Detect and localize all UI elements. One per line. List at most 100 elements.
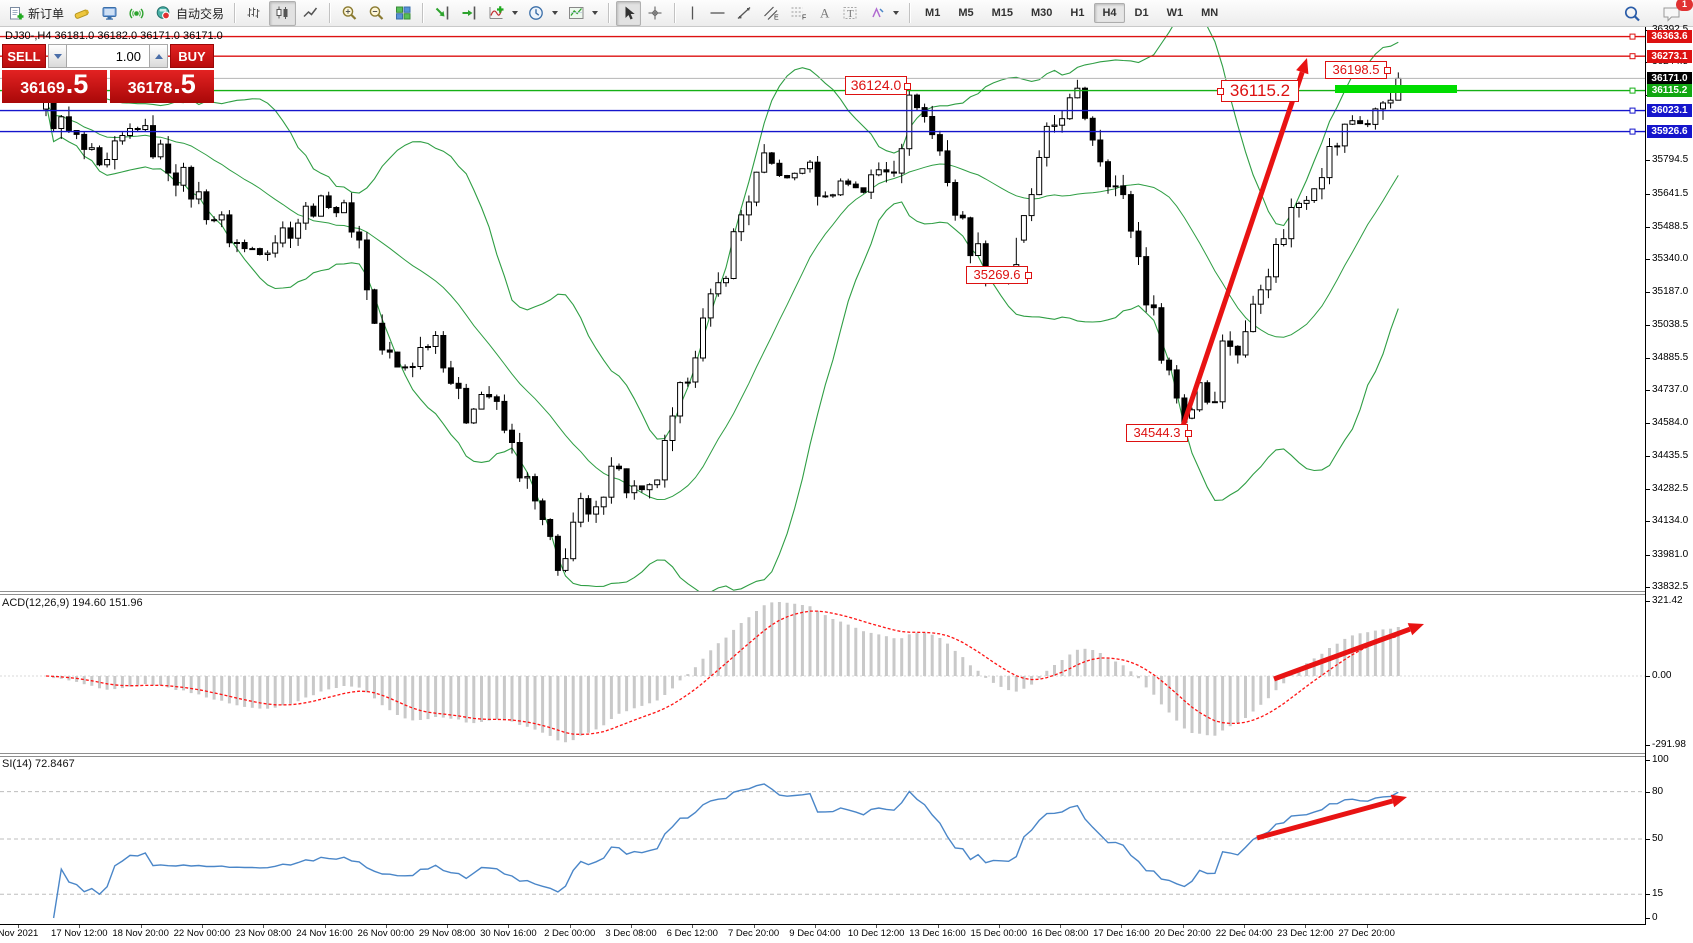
time-label: 7 Dec 20:00: [727, 928, 780, 939]
bar-chart-icon: [246, 5, 263, 21]
price-tick: 35340.0: [1652, 253, 1689, 265]
price-badge-36273.1: 36273.1: [1647, 49, 1692, 63]
fibonacci-button[interactable]: F: [786, 2, 811, 25]
timeframe-M1[interactable]: M1: [925, 7, 941, 19]
svg-text:E: E: [774, 15, 779, 22]
chart-shift-button[interactable]: [457, 2, 482, 25]
timeframe-H1[interactable]: H1: [1070, 7, 1085, 19]
price-tick: 34584.0: [1652, 417, 1689, 429]
main-chart[interactable]: [0, 27, 1645, 592]
candlestick-chart-button[interactable]: [269, 0, 297, 26]
macd-panel[interactable]: [0, 595, 1645, 753]
price-tick: 35794.5: [1652, 154, 1689, 166]
price-axis: 36392.536244.536096.035794.535641.535488…: [1645, 24, 1693, 925]
volume-decrease-button[interactable]: [48, 44, 67, 68]
time-axis: Nov 2021 17 Nov 12:00 18 Nov 20:00 22 Nov 0…: [0, 925, 1645, 943]
chevron-down-icon: [592, 11, 599, 15]
equidistant-channel-button[interactable]: E: [759, 2, 784, 25]
rsi-panel[interactable]: [0, 756, 1645, 924]
svg-text:F: F: [802, 15, 806, 22]
timeframe-MN[interactable]: MN: [1201, 7, 1219, 19]
toolbar-separator: [909, 3, 912, 23]
auto-trading-icon: [155, 5, 172, 21]
chart-title: DJ30-,H4 36181.0 36182.0 36171.0 36171.0: [5, 30, 223, 42]
fibonacci-icon: F: [790, 5, 807, 21]
price-tick: 33832.5: [1652, 580, 1689, 592]
time-axis-line: [0, 924, 1645, 925]
buy-price-tile[interactable]: 36178 .5: [109, 69, 214, 103]
time-label: 23 Nov 08:00: [234, 928, 292, 939]
panel-splitter[interactable]: [0, 753, 1645, 757]
new-order-button[interactable]: 新订单: [5, 2, 68, 25]
sell-price-tile[interactable]: 36169 .5: [2, 70, 107, 103]
macd-tick: 0.00: [1652, 670, 1672, 681]
vertical-line-icon: [686, 5, 699, 21]
panel-splitter[interactable]: [0, 591, 1645, 595]
line-chart-button[interactable]: [298, 2, 323, 25]
zoom-in-button[interactable]: [337, 2, 362, 25]
search-button[interactable]: [1619, 2, 1646, 25]
horizontal-line-button[interactable]: [705, 2, 730, 25]
candlestick-icon: [274, 5, 291, 21]
buy-button[interactable]: BUY: [170, 44, 214, 68]
time-label: 17 Nov 12:00: [51, 928, 108, 939]
rsi-tick: 100: [1652, 754, 1669, 765]
periods-button[interactable]: [524, 2, 562, 25]
buy-price-frac: .5: [173, 69, 196, 99]
price-tick: 34885.5: [1652, 351, 1689, 363]
toolbar-separator: [329, 3, 332, 23]
zoom-in-icon: [341, 5, 358, 21]
styler-button[interactable]: [70, 2, 95, 25]
templates-button[interactable]: [564, 2, 602, 25]
horizontal-line-icon: [709, 5, 726, 21]
chat-button[interactable]: 1: [1658, 0, 1693, 25]
price-tick: 34134.0: [1652, 515, 1689, 527]
timeframe-D1[interactable]: D1: [1134, 7, 1149, 19]
rsi-tick: 0: [1652, 912, 1658, 923]
chevron-down-icon: [552, 11, 559, 15]
arrows-icon: [869, 5, 886, 21]
tile-windows-button[interactable]: [391, 2, 416, 25]
price-tick: 34435.5: [1652, 449, 1689, 461]
text-button[interactable]: A: [813, 2, 836, 25]
toolbar-separator: [234, 3, 237, 23]
time-label: Nov 2021: [0, 928, 39, 939]
timeframe-M30[interactable]: M30: [1031, 7, 1053, 19]
rsi-label: SI(14) 72.8467: [2, 758, 75, 770]
equidistant-channel-icon: E: [763, 5, 780, 21]
svg-text:A: A: [820, 6, 830, 21]
sell-button[interactable]: SELL: [2, 44, 46, 68]
time-label: 13 Dec 16:00: [909, 928, 966, 939]
price-badge-36171.0: 36171.0: [1647, 71, 1692, 85]
crosshair-button[interactable]: [643, 2, 668, 25]
time-label: 16 Dec 08:00: [1031, 928, 1089, 939]
cursor-button[interactable]: [616, 0, 642, 26]
price-tick: 35038.5: [1652, 318, 1689, 330]
text-icon: A: [817, 5, 832, 21]
market-watch-button[interactable]: [97, 2, 122, 25]
bar-chart-button[interactable]: [242, 2, 267, 25]
macd-label: ACD(12,26,9) 194.60 151.96: [2, 597, 143, 609]
crayon-icon: [74, 5, 91, 21]
indicators-button[interactable]: [484, 2, 522, 25]
timeframe-W1[interactable]: W1: [1166, 7, 1184, 19]
sell-price-main: 36169: [20, 80, 65, 97]
timeframe-H4[interactable]: H4: [1094, 3, 1125, 23]
signals-button[interactable]: [124, 2, 149, 25]
auto-scroll-button[interactable]: [430, 2, 455, 25]
arrows-button[interactable]: [865, 2, 903, 25]
zoom-out-button[interactable]: [364, 2, 389, 25]
trendline-button[interactable]: [732, 2, 757, 25]
volume-value[interactable]: 1.00: [67, 44, 149, 68]
timeframe-M15[interactable]: M15: [991, 7, 1013, 19]
price-badge-36363.6: 36363.6: [1647, 30, 1692, 44]
auto-trading-button[interactable]: 自动交易: [151, 2, 228, 25]
timeframe-M5[interactable]: M5: [958, 7, 974, 19]
toolbar: 新订单 自动交易 E: [0, 0, 1693, 27]
chart-shift-icon: [461, 5, 478, 21]
volume-increase-button[interactable]: [149, 44, 168, 68]
auto-trading-label: 自动交易: [176, 6, 225, 21]
vertical-line-button[interactable]: [682, 2, 703, 25]
crosshair-icon: [647, 5, 664, 21]
text-label-button[interactable]: T: [838, 2, 863, 25]
